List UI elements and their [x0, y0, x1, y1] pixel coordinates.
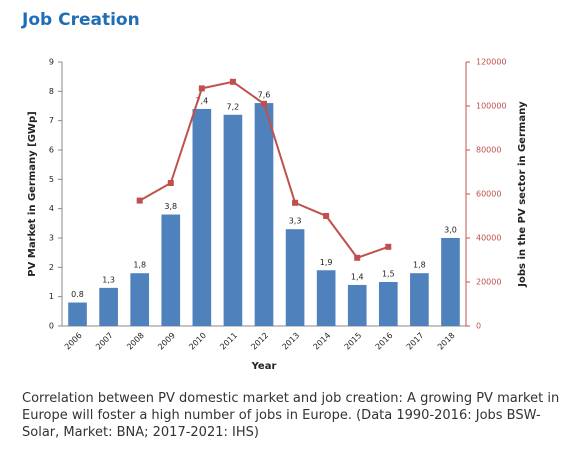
bar — [130, 273, 150, 326]
data-label: 1,9 — [320, 258, 333, 267]
bar — [192, 108, 212, 326]
bar — [223, 114, 243, 326]
x-tick-label: 2009 — [156, 331, 177, 352]
y-tick-label: 8 — [49, 87, 54, 96]
y2-tick-label: 0 — [476, 322, 481, 331]
y-tick-label: 6 — [49, 146, 54, 155]
bar — [410, 273, 429, 326]
y2-axis-label: Jobs in the PV sector in Germany — [517, 101, 528, 288]
x-tick-label: 2016 — [374, 331, 395, 352]
y-tick-label: 7 — [49, 116, 54, 125]
bar — [285, 229, 305, 326]
y-tick-label: 9 — [49, 58, 54, 67]
data-label: 7,2 — [227, 102, 240, 111]
chart: Job Creation PV Market in Germany [GWp] … — [21, 10, 528, 372]
line-marker — [261, 100, 267, 107]
chart-title: Job Creation — [21, 10, 140, 30]
y2-tick-label: 120000 — [476, 58, 507, 67]
data-label: 1,3 — [102, 275, 115, 284]
x-tick-label: 2013 — [280, 331, 301, 352]
x-tick-label: 2008 — [125, 331, 146, 352]
line-marker — [354, 254, 361, 261]
y2-tick-label: 80000 — [476, 146, 501, 155]
data-label: 3,0 — [444, 226, 457, 235]
y2-tick-label: 20000 — [476, 278, 501, 287]
x-tick-label: 2018 — [436, 331, 457, 352]
bar — [441, 238, 460, 326]
data-label: 3,8 — [164, 202, 177, 211]
x-axis-label: Year — [251, 361, 277, 372]
x-tick-label: 2014 — [312, 331, 333, 352]
line-marker — [229, 78, 236, 85]
y-tick-label: 4 — [49, 204, 54, 213]
line-marker — [292, 199, 299, 206]
data-label: 0.8 — [71, 290, 84, 299]
bar — [316, 270, 336, 326]
data-label: 3,3 — [289, 217, 302, 226]
line-marker — [385, 243, 392, 250]
line-marker — [167, 180, 174, 186]
y-tick-label: 3 — [49, 234, 54, 243]
bar — [347, 284, 367, 326]
data-label: 1,8 — [413, 261, 426, 270]
bar — [254, 103, 274, 326]
data-label: 7,4 — [195, 96, 208, 105]
caption: Correlation between PV domestic market a… — [22, 391, 560, 440]
bar — [378, 282, 398, 326]
y-tick-label: 5 — [49, 175, 54, 184]
line-marker — [198, 85, 205, 92]
y2-tick-label: 100000 — [476, 102, 507, 111]
y2-tick-label: 60000 — [476, 190, 501, 199]
x-tick-label: 2011 — [218, 331, 239, 352]
y-tick-label: 0 — [49, 322, 54, 331]
bar — [161, 214, 181, 326]
bar — [99, 287, 118, 326]
y-axis-label: PV Market in Germany [GWp] — [27, 111, 38, 276]
y-tick-label: 2 — [49, 263, 54, 272]
bar — [68, 302, 87, 326]
x-tick-label: 2015 — [343, 331, 364, 352]
data-label: 1,4 — [351, 272, 364, 281]
data-label: 7,6 — [258, 91, 271, 100]
data-label: 1,8 — [133, 261, 146, 270]
y-tick-label: 1 — [49, 292, 54, 301]
x-tick-label: 2010 — [187, 331, 208, 352]
x-tick-label: 2017 — [405, 331, 426, 352]
line-marker — [323, 213, 330, 219]
line-marker — [136, 197, 143, 204]
x-tick-label: 2012 — [249, 331, 270, 352]
data-label: 1,5 — [382, 270, 395, 279]
y2-tick-label: 40000 — [476, 234, 501, 243]
x-tick-label: 2007 — [94, 331, 115, 352]
x-tick-label: 2006 — [63, 331, 84, 352]
